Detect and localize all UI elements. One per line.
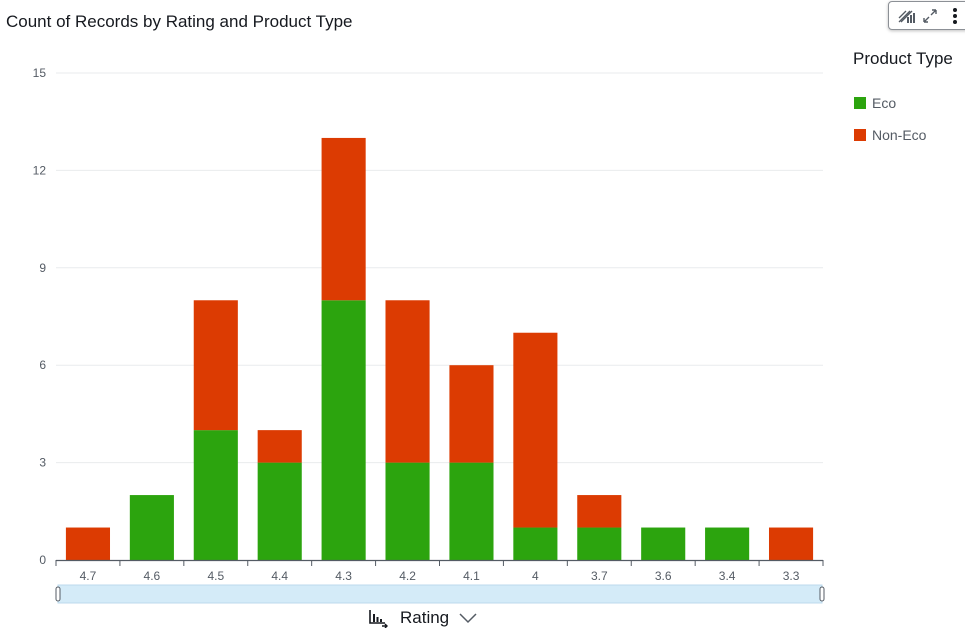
y-tick-label: 15 — [33, 66, 47, 80]
bar-segment[interactable] — [577, 495, 622, 528]
bar-segment[interactable] — [193, 430, 238, 560]
legend-swatch-eco — [854, 97, 866, 109]
bar-segment[interactable] — [257, 430, 302, 463]
x-tick-label: 4.1 — [463, 569, 480, 583]
scroll-track — [57, 584, 823, 604]
bar-segment[interactable] — [129, 495, 174, 560]
x-tick-label: 4 — [532, 569, 539, 583]
bar-segment[interactable] — [385, 300, 430, 463]
x-tick-label: 3.4 — [719, 569, 736, 583]
legend-label-eco: Eco — [872, 95, 897, 111]
legend-swatch-non-eco — [854, 129, 866, 141]
scroll-handle-right[interactable] — [819, 586, 825, 602]
bar-segment[interactable] — [321, 137, 366, 301]
y-tick-label: 9 — [39, 261, 46, 275]
y-tick-label: 3 — [39, 456, 46, 470]
x-axis-label: Rating — [400, 608, 450, 627]
bar-segment[interactable] — [257, 462, 302, 560]
bar-chart-format-icon[interactable] — [896, 6, 916, 26]
bar-segment[interactable] — [513, 527, 558, 560]
scroll-handle-left[interactable] — [55, 586, 61, 602]
x-tick-label: 3.3 — [783, 569, 800, 583]
x-tick-label: 3.7 — [591, 569, 608, 583]
bar-segment[interactable] — [193, 300, 238, 431]
x-tick-label: 4.6 — [144, 569, 161, 583]
legend-title: Product Type — [853, 49, 953, 68]
bar-segment[interactable] — [449, 365, 494, 463]
x-tick-label: 4.2 — [399, 569, 416, 583]
x-tick-label: 4.3 — [335, 569, 352, 583]
bar-segment[interactable] — [449, 462, 494, 560]
chevron-down-icon — [458, 610, 478, 630]
bar-segment[interactable] — [321, 300, 366, 560]
x-tick-label: 3.6 — [655, 569, 672, 583]
x-tick-label: 4.4 — [271, 569, 288, 583]
x-tick-label: 4.5 — [207, 569, 224, 583]
more-options-icon[interactable] — [945, 6, 965, 26]
bar-segment[interactable] — [705, 527, 750, 560]
bar-segment[interactable] — [513, 332, 558, 528]
y-tick-label: 12 — [33, 163, 47, 177]
bar-segment[interactable] — [577, 527, 622, 560]
y-tick-label: 0 — [39, 553, 46, 567]
x-tick-label: 4.7 — [80, 569, 97, 583]
page-title: Count of Records by Rating and Product T… — [6, 12, 353, 31]
bar-segment[interactable] — [65, 527, 111, 560]
bar-segment[interactable] — [768, 527, 814, 560]
bar-segment[interactable] — [641, 527, 686, 560]
bar-segment[interactable] — [385, 462, 430, 560]
visual-toolbar — [888, 1, 965, 30]
legend-label-non-eco: Non-Eco — [872, 127, 927, 143]
y-tick-label: 6 — [39, 358, 46, 372]
sort-bars-icon — [368, 608, 390, 633]
expand-icon[interactable] — [920, 6, 940, 26]
